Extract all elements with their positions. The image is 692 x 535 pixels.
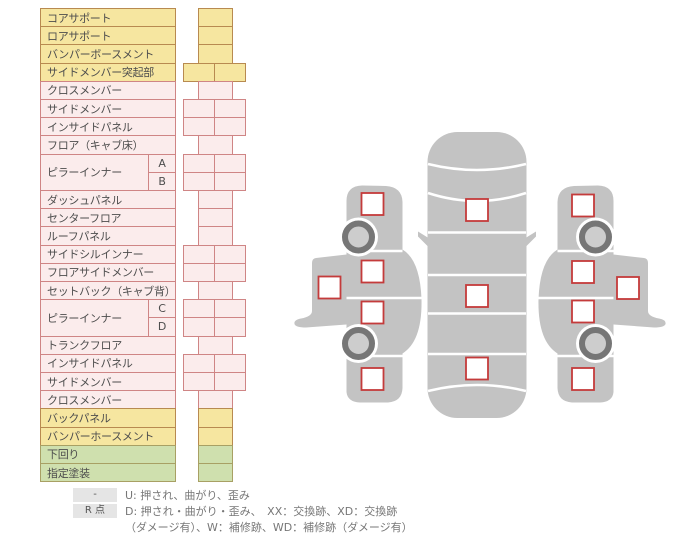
part-label-cell: インサイドパネル [40, 353, 176, 373]
damage-cell[interactable] [214, 62, 246, 82]
damage-cell[interactable] [183, 153, 215, 173]
wheels-layer [339, 217, 615, 363]
pillar-sub-cell: A [148, 153, 176, 173]
damage-cell[interactable] [198, 190, 233, 210]
damage-cell[interactable] [183, 99, 215, 119]
damage-cell[interactable] [198, 208, 233, 228]
part-label-cell: サイドメンバー突起部 [40, 62, 176, 82]
damage-cell[interactable] [183, 244, 215, 264]
checkpoint-marker[interactable] [360, 192, 385, 216]
part-label-cell: コアサポート [40, 8, 176, 28]
damage-cell[interactable] [198, 135, 233, 155]
damage-cell[interactable] [183, 117, 215, 137]
checkpoint-marker[interactable] [571, 193, 595, 218]
damage-cell[interactable] [214, 244, 246, 264]
damage-cell[interactable] [183, 62, 215, 82]
checkpoint-marker[interactable] [360, 300, 385, 325]
damage-cell[interactable] [214, 171, 246, 191]
part-label-cell: 下回り [40, 444, 176, 464]
part-label-cell: ルーフパネル [40, 226, 176, 246]
top-view [418, 132, 536, 418]
damage-cell[interactable] [214, 372, 246, 392]
part-label-cell: サイドメンバー [40, 372, 176, 392]
part-label-cell: バンパーホースメント [40, 426, 176, 446]
damage-cell[interactable] [198, 444, 233, 464]
part-label-cell: インサイドパネル [40, 117, 176, 137]
legend-badge: - [73, 488, 117, 502]
pillar-sub-cell: D [148, 317, 176, 337]
pillar-sub-cell: B [148, 171, 176, 191]
markers-layer [317, 192, 640, 391]
checkpoint-marker[interactable] [317, 275, 342, 300]
wheel-icon [579, 327, 612, 360]
left-mirror-icon [418, 231, 429, 247]
damage-cell[interactable] [198, 226, 233, 246]
damage-cell[interactable] [198, 80, 233, 100]
part-label-cell: クロスメンバー [40, 390, 176, 410]
damage-cell[interactable] [198, 281, 233, 301]
part-label-cell: バックパネル [40, 408, 176, 428]
damage-cell[interactable] [183, 317, 215, 337]
right-mirror-icon [525, 231, 536, 247]
checkpoint-marker[interactable] [465, 284, 489, 308]
checkpoint-marker[interactable] [360, 367, 385, 391]
damage-cell[interactable] [183, 262, 215, 282]
damage-cell[interactable] [198, 335, 233, 355]
checkpoint-marker[interactable] [616, 276, 640, 300]
damage-cell[interactable] [198, 408, 233, 428]
checkpoint-marker[interactable] [571, 260, 595, 284]
damage-cell[interactable] [214, 262, 246, 282]
damage-cell[interactable] [198, 463, 233, 483]
legend-text: U: 押され、曲がり、歪み [125, 489, 250, 502]
damage-cell[interactable] [198, 8, 233, 28]
pillar-sub-cell: C [148, 299, 176, 319]
damage-cell[interactable] [214, 353, 246, 373]
part-label-cell: 指定塗装 [40, 463, 176, 483]
legend-row: - U: 押され、曲がり、歪み [63, 488, 663, 503]
part-label-cell: サイドシルインナー [40, 244, 176, 264]
part-label-cell: フロア（キャブ床） [40, 135, 176, 155]
damage-cell[interactable] [198, 426, 233, 446]
part-label-cell: サイドメンバー [40, 99, 176, 119]
part-label-cell: ダッシュパネル [40, 190, 176, 210]
checkpoint-marker[interactable] [465, 198, 489, 222]
legend-row: R 点 D: 押され・曲がり・歪み、 XX：交換跡、XD：交換跡 [63, 504, 663, 519]
checkpoint-marker[interactable] [571, 367, 595, 391]
damage-cell[interactable] [183, 372, 215, 392]
part-label-cell: バンパーボースメント [40, 44, 176, 64]
legend-badge-col: R 点 [63, 504, 117, 518]
part-label-cell: ロアサポート [40, 26, 176, 46]
legend-text: （ダメージ有）、W：補修跡、WD：補修跡（ダメージ有） [125, 521, 413, 534]
damage-cell[interactable] [214, 317, 246, 337]
legend-text: D: 押され・曲がり・歪み、 XX：交換跡、XD：交換跡 [125, 505, 398, 518]
damage-cell[interactable] [183, 171, 215, 191]
part-label-cell: フロアサイドメンバー [40, 262, 176, 282]
damage-cell[interactable] [214, 99, 246, 119]
damage-cell[interactable] [214, 117, 246, 137]
damage-cell[interactable] [198, 26, 233, 46]
checkpoint-marker[interactable] [571, 299, 595, 324]
legend: - U: 押され、曲がり、歪み R 点 D: 押され・曲がり・歪み、 XX：交換跡、X… [63, 488, 663, 535]
damage-cell[interactable] [198, 390, 233, 410]
car-diagram [293, 132, 667, 418]
checkpoint-marker[interactable] [360, 259, 385, 284]
damage-cell[interactable] [214, 299, 246, 319]
right-side-view [537, 184, 667, 404]
wheel-icon [342, 220, 375, 254]
part-label-cell: セットバック（キャブ背） [40, 281, 176, 301]
damage-cell[interactable] [198, 44, 233, 64]
damage-cell[interactable] [214, 153, 246, 173]
legend-row: （ダメージ有）、W：補修跡、WD：補修跡（ダメージ有） [63, 520, 663, 535]
damage-cell[interactable] [183, 353, 215, 373]
wheel-icon [579, 220, 612, 254]
legend-badge-col: - [63, 488, 117, 502]
part-label-cell: センターフロア [40, 208, 176, 228]
part-label-cell: トランクフロア [40, 335, 176, 355]
part-label-cell: クロスメンバー [40, 80, 176, 100]
checkpoint-marker[interactable] [465, 356, 489, 381]
legend-badge: R 点 [73, 504, 117, 518]
damage-cell[interactable] [183, 299, 215, 319]
wheel-icon [342, 327, 375, 360]
